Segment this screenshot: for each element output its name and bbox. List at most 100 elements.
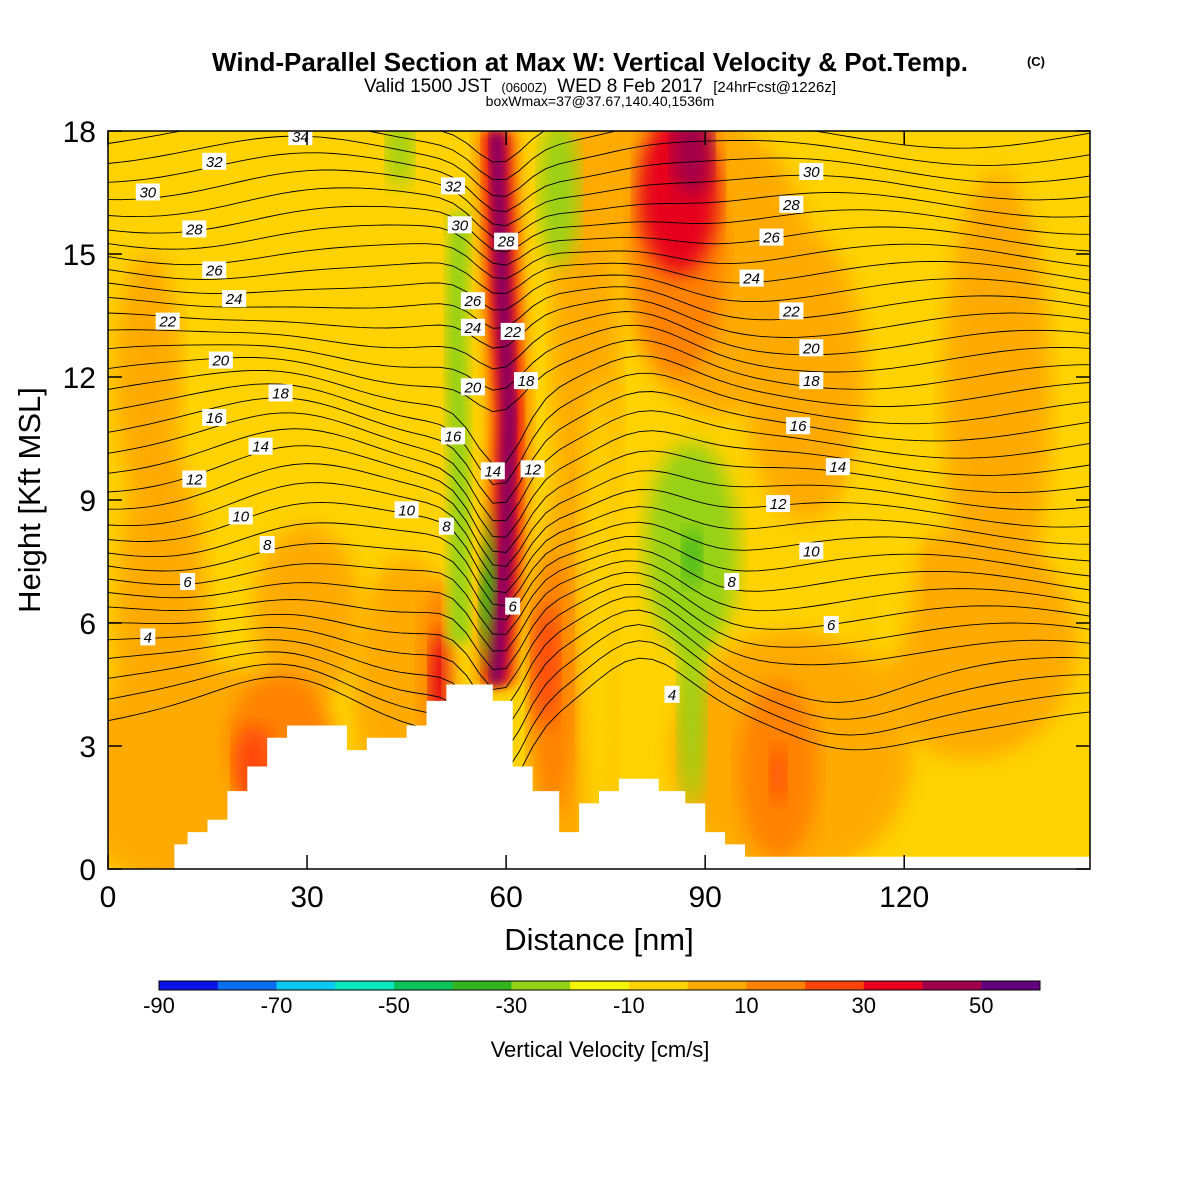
theta-label-text: 22 [503, 324, 521, 341]
theta-label: 16 [202, 409, 227, 427]
forecast-info: [24hrFcst@1226z] [713, 79, 836, 96]
subtitle: Valid 1500 JST (0600Z) WED 8 Feb 2017 [2… [364, 76, 836, 97]
theta-label-box [480, 462, 505, 480]
theta-label-box [766, 495, 791, 513]
theta-label: 28 [494, 232, 519, 251]
colorbar-tick-label: -70 [261, 993, 293, 1018]
theta-label-text: 30 [139, 185, 156, 202]
theta-label-text: 30 [451, 217, 468, 234]
theta-label-text: 12 [770, 496, 787, 513]
theta-label-text: 28 [185, 221, 203, 238]
theta-label-box [759, 228, 784, 246]
colorbar-swatch [452, 981, 512, 990]
theta-contour-line [108, 187, 1090, 240]
theta-label: 8 [259, 536, 275, 554]
theta-label: 22 [500, 322, 525, 341]
theta-label-text: 18 [803, 373, 820, 390]
theta-label-text: 16 [790, 418, 807, 435]
theta-label-text: 26 [464, 293, 482, 310]
theta-label: 4 [664, 685, 680, 704]
theta-label: 10 [228, 507, 253, 525]
theta-label-text: 6 [183, 574, 192, 591]
y-axis: 0 3 6 9 12 15 18 [63, 116, 1090, 887]
velocity-region [770, 746, 787, 804]
theta-label-text: 4 [144, 629, 152, 646]
theta-label-box [799, 372, 824, 390]
theta-contour-line [108, 640, 1090, 775]
colorbar-tick-label: -50 [378, 993, 410, 1018]
y-tick-label: 9 [79, 485, 96, 518]
theta-contour-line [108, 571, 1090, 670]
theta-label-box [182, 470, 207, 488]
theta-label-box [222, 290, 247, 308]
colorbar-swatch [628, 981, 689, 990]
theta-contour-line [108, 410, 1090, 522]
theta-label: 20 [460, 378, 485, 396]
theta-contour-line [108, 583, 1090, 690]
valid-time: Valid 1500 JST [364, 76, 492, 97]
theta-label-text: 14 [252, 439, 269, 456]
theta-contour-line [108, 521, 1090, 607]
theta-label-box [799, 542, 824, 560]
theta-label-box [135, 183, 160, 201]
theta-contour-line [108, 657, 1090, 795]
theta-label-text: 24 [464, 320, 482, 337]
theta-label-box [447, 216, 472, 234]
theta-contours [108, 131, 1090, 795]
y-tick-label: 18 [63, 116, 96, 149]
theta-label-box [779, 302, 804, 320]
colorbar-tick-label: 50 [969, 993, 993, 1018]
y-tick-label: 12 [63, 362, 96, 395]
x-tick-label: 120 [879, 881, 929, 914]
theta-label-box [779, 195, 804, 213]
velocity-region [386, 131, 414, 189]
theta-label: 30 [135, 183, 160, 202]
colorbar-swatch [746, 981, 806, 990]
theta-contour-line [108, 463, 1090, 567]
theta-label-text: 14 [830, 459, 847, 476]
theta-label-text: 20 [464, 379, 482, 396]
theta-label-box [786, 417, 811, 435]
theta-label: 30 [447, 216, 472, 234]
theta-label-box [441, 177, 465, 195]
y-tick-label: 6 [79, 608, 96, 641]
theta-label-text: 12 [186, 472, 203, 489]
velocity-region [851, 418, 918, 664]
theta-label-box [799, 163, 824, 180]
y-tick-label: 3 [79, 731, 96, 764]
x-axis: 0 30 60 90 120 [100, 131, 929, 914]
theta-label: 18 [268, 384, 293, 402]
theta-label-text: 20 [802, 340, 820, 357]
theta-contour-line [108, 609, 1090, 733]
theta-label-box [460, 318, 485, 336]
theta-label: 32 [441, 177, 465, 195]
colorbar-tick-label: -30 [496, 993, 528, 1018]
theta-label: 24 [222, 290, 247, 308]
theta-label: 12 [182, 470, 207, 489]
theta-label-box [228, 507, 253, 525]
theta-label-text: 16 [445, 428, 462, 445]
velocity-region [944, 172, 1051, 623]
theta-contour-line [108, 624, 1090, 754]
theta-label: 22 [155, 312, 180, 331]
theta-label-box [799, 339, 824, 357]
theta-label-text: 8 [263, 537, 272, 554]
theta-label: 18 [514, 372, 538, 390]
theta-contour-line [108, 355, 1090, 465]
theta-label-box [494, 232, 519, 250]
theta-contour-line [108, 224, 1090, 266]
theta-label-text: 30 [803, 164, 820, 181]
theta-contour-line [108, 372, 1090, 485]
theta-label-box [202, 409, 227, 426]
theta-label: 26 [460, 292, 485, 310]
theta-label-text: 22 [158, 314, 176, 331]
copyright-mark: (C) [1027, 54, 1045, 69]
theta-label-box [248, 437, 273, 455]
theta-label-box [825, 458, 850, 476]
theta-label: 26 [759, 228, 784, 247]
theta-label-box [438, 517, 454, 535]
colorbar-swatch [159, 981, 219, 990]
colorbar-tick-label: 10 [734, 993, 758, 1018]
x-tick-label: 0 [100, 881, 117, 914]
